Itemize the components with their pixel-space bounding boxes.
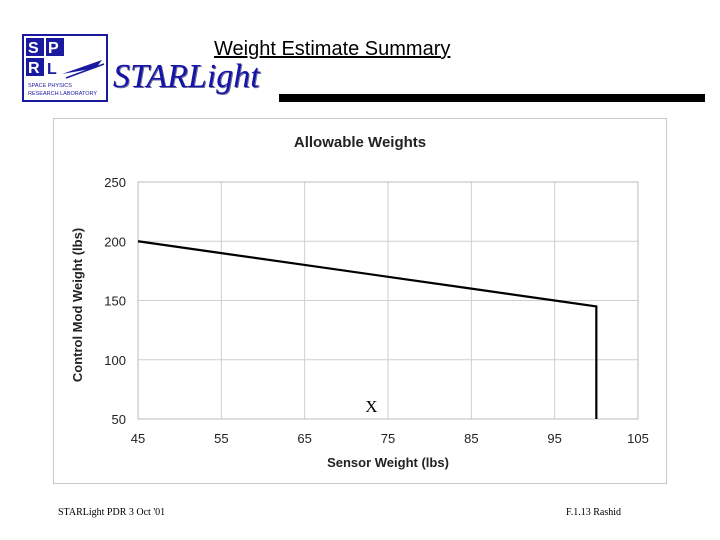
- svg-text:R: R: [28, 60, 40, 77]
- x-tick-label: 55: [214, 431, 228, 446]
- chart-annotation: X: [365, 397, 377, 416]
- plot-border: [137, 181, 639, 420]
- grid-layer: [137, 181, 639, 420]
- satellite-icon: [62, 60, 102, 74]
- y-tick-label: 200: [104, 234, 126, 249]
- axis-layer: 45 55 65 75 85 95 105 50 100 150 200 250: [104, 175, 649, 446]
- chart-title: Allowable Weights: [294, 134, 426, 151]
- svg-text:P: P: [48, 40, 59, 57]
- title-rule: [279, 94, 705, 102]
- logo-caption-1: SPACE PHYSICS: [28, 83, 72, 89]
- x-tick-label: 75: [381, 431, 395, 446]
- slide-title: Weight Estimate Summary: [214, 38, 451, 60]
- svg-text:S: S: [28, 40, 39, 57]
- x-tick-label: 105: [627, 431, 649, 446]
- sprl-logo: S P R L SPACE PHYSICS RESEARCH LABORATOR…: [22, 34, 108, 102]
- series-line: [137, 240, 598, 419]
- brand-title: STARLight: [113, 58, 260, 95]
- logo-caption-2: RESEARCH LABORATORY: [28, 91, 97, 97]
- chart-frame: 45 55 65 75 85 95 105 50 100 150 200 250 X Allowabl…: [53, 118, 667, 484]
- allowable-weights-chart: 45 55 65 75 85 95 105 50 100 150 200 250 X Allowabl…: [70, 134, 649, 470]
- y-tick-label: 100: [104, 353, 126, 368]
- x-tick-label: 45: [131, 431, 145, 446]
- y-tick-label: 250: [104, 175, 126, 190]
- x-tick-label: 65: [297, 431, 311, 446]
- footer-right: F.1.13 Rashid: [566, 507, 622, 518]
- series-layer: X: [137, 240, 598, 419]
- x-tick-label: 85: [464, 431, 478, 446]
- footer-left: STARLight PDR 3 Oct '01: [58, 507, 166, 518]
- y-tick-label: 150: [104, 294, 126, 309]
- y-tick-label: 50: [112, 412, 126, 427]
- x-axis-label: Sensor Weight (lbs): [327, 455, 449, 470]
- y-axis-label: Control Mod Weight (lbs): [70, 228, 85, 382]
- svg-text:L: L: [47, 61, 57, 78]
- x-tick-label: 95: [547, 431, 561, 446]
